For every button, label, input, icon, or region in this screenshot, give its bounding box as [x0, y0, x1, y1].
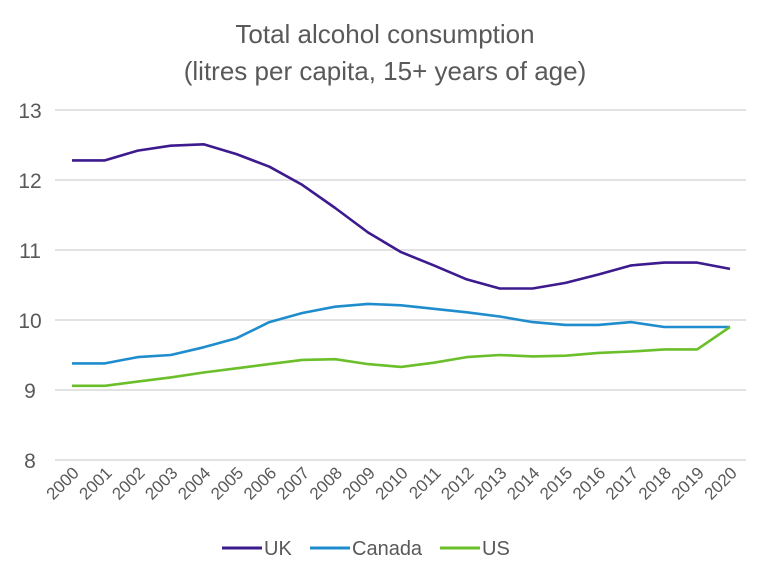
x-tick-label: 2011: [405, 463, 444, 502]
legend-label: US: [482, 538, 510, 560]
x-tick-label: 2013: [470, 463, 510, 503]
x-tick-label: 2004: [174, 463, 214, 503]
y-tick-label: 11: [19, 240, 41, 263]
x-tick-label: 2008: [306, 463, 346, 503]
x-tick-label: 2000: [43, 463, 83, 503]
y-tick-label: 8: [24, 450, 36, 473]
x-tick-label: 2003: [141, 463, 181, 503]
chart-title-line-1: Total alcohol consumption: [235, 19, 534, 49]
x-tick-label: 2014: [503, 463, 543, 503]
x-tick-label: 2002: [108, 463, 148, 503]
x-tick-label: 2009: [339, 463, 379, 503]
legend-item-uk: UK: [222, 538, 292, 560]
x-tick-label: 2012: [437, 463, 477, 503]
x-tick-label: 2020: [701, 463, 741, 503]
legend-item-us: US: [440, 538, 510, 560]
legend-item-canada: Canada: [310, 538, 423, 560]
legend-label: Canada: [352, 538, 423, 560]
chart-title-line-2: (litres per capita, 15+ years of age): [184, 56, 586, 86]
x-tick-label: 2006: [240, 463, 280, 503]
legend-label: UK: [264, 538, 292, 560]
x-tick-label: 2018: [635, 463, 675, 503]
y-tick-label: 9: [24, 380, 36, 403]
x-tick-label: 2005: [207, 463, 247, 503]
y-tick-label: 13: [18, 100, 41, 123]
x-tick-label: 2016: [569, 463, 609, 503]
x-tick-label: 2001: [76, 463, 116, 503]
series-line-uk: [72, 143, 731, 290]
y-tick-label: 12: [18, 170, 41, 193]
x-tick-label: 2010: [372, 463, 412, 503]
x-tick-label: 2015: [536, 463, 576, 503]
x-tick-label: 2007: [273, 463, 313, 503]
y-tick-label: 10: [18, 310, 41, 333]
x-tick-label: 2017: [602, 463, 642, 503]
series-line-us: [72, 325, 731, 388]
series-line-canada: [72, 302, 730, 365]
x-tick-label: 2019: [668, 463, 708, 503]
